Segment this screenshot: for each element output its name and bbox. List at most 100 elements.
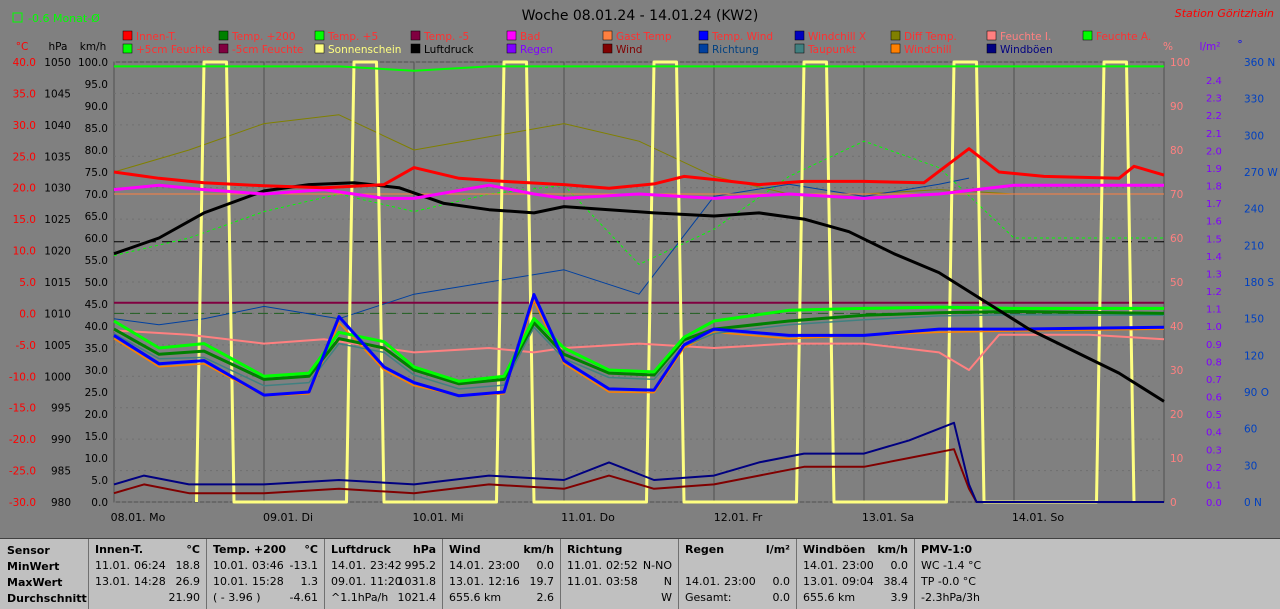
- stats-cell-value: W: [661, 591, 672, 604]
- direction-tick-label: 120: [1244, 350, 1264, 362]
- legend-swatch: [698, 30, 709, 41]
- day-labels: 08.01. Mo 09.01. Di 10.01. Mi 11.01. Do 12.0…: [111, 511, 1065, 524]
- stats-cell-date: 13.01.: [449, 575, 484, 588]
- temp-tick-label: -10.0: [9, 371, 36, 383]
- legend-label: Windböen: [1000, 44, 1053, 56]
- legend-label: Bad: [520, 31, 540, 43]
- wind-tick-label: 15.0: [85, 431, 108, 443]
- temp-tick-label: 5.0: [19, 277, 36, 289]
- series-taupunkt: [113, 313, 1165, 390]
- stats-cell-value: 1.3: [300, 575, 319, 588]
- wind-tick-label: 30.0: [85, 365, 108, 377]
- rain-tick-label: 2.1: [1206, 129, 1222, 140]
- stats-cell-time: 06:24: [134, 559, 166, 572]
- rain-tick-label: 0.9: [1206, 340, 1222, 351]
- rain-tick-label: 1.1: [1206, 305, 1222, 316]
- rain-tick-label: 1.6: [1206, 217, 1222, 228]
- stats-cell-time: 02:52: [606, 559, 638, 572]
- legend-label: Temp. +200: [231, 31, 296, 43]
- legend-label: Luftdruck: [424, 44, 474, 56]
- stats-cell-value: 38.4: [883, 575, 909, 588]
- stats-row-avg: Durchschnitt: [7, 592, 87, 605]
- temp-tick-label: -20.0: [9, 434, 36, 446]
- humidity-tick-label: 80: [1170, 145, 1183, 157]
- pressure-tick-label: 1045: [44, 88, 71, 100]
- temp-tick-label: 25.0: [13, 151, 36, 163]
- wind-tick-label: 95.0: [85, 79, 108, 91]
- stats-col-title: PMV-1:0: [921, 543, 972, 556]
- wind-tick-label: 20.0: [85, 409, 108, 421]
- day-label: 12.01. Fr: [714, 511, 763, 524]
- rain-tick-label: 1.3: [1206, 269, 1222, 280]
- series-sonnenschein: [195, 60, 1136, 504]
- stats-cell-value: 1021.4: [397, 591, 437, 604]
- stats-col-title: Regen: [685, 543, 725, 556]
- series-diff-temp: [113, 114, 1164, 195]
- series-temp-200: [113, 310, 1165, 386]
- stats-cell-time: 03:58: [606, 575, 638, 588]
- wind-tick-label: 25.0: [85, 387, 108, 399]
- humidity-tick-label: 60: [1170, 233, 1183, 245]
- humidity-tick-label: 50: [1170, 277, 1183, 289]
- legend-swatch: [122, 43, 133, 54]
- series-windb-en: [113, 421, 1164, 503]
- day-label: 14.01. So: [1012, 511, 1064, 524]
- wind-tick-label: 85.0: [85, 123, 108, 135]
- stats-col-unit: hPa: [412, 543, 436, 556]
- legend-swatch: [986, 43, 997, 54]
- legend-swatch: [794, 30, 805, 41]
- pressure-tick-label: 1005: [44, 340, 71, 352]
- wind-tick-label: 5.0: [91, 475, 108, 487]
- rain-tick-label: 0.2: [1206, 463, 1222, 474]
- rain-tick-label: 0.0: [1206, 498, 1222, 509]
- temp-tick-label: 15.0: [13, 214, 36, 226]
- day-label: 09.01. Di: [263, 511, 313, 524]
- wind-tick-label: 65.0: [85, 211, 108, 223]
- legend-swatch: [218, 30, 229, 41]
- stats-cell-time: 11:20: [370, 575, 402, 588]
- rain-tick-label: 1.2: [1206, 287, 1222, 298]
- stats-header: Sensor: [7, 544, 50, 557]
- stats-cell-date: 10.01.: [213, 575, 248, 588]
- legend-label: -5cm Feuchte: [232, 44, 303, 56]
- wind-tick-label: 45.0: [85, 299, 108, 311]
- stats-cell-value: 18.8: [175, 559, 201, 572]
- stats-col: Regen l/m² 14.01. 23:00 0.0 Gesamt: 0.0: [678, 539, 797, 609]
- legend-swatch: [218, 43, 229, 54]
- legend-label: Richtung: [712, 44, 759, 56]
- rain-tick-label: 1.4: [1206, 252, 1222, 263]
- stats-cell-value: 995.2: [404, 559, 437, 572]
- legend-label: Feuchte A.: [1096, 31, 1151, 43]
- wind-tick-label: 80.0: [85, 145, 108, 157]
- stats-cell-value: 19.7: [529, 575, 555, 588]
- temp-tick-label: -15.0: [9, 403, 36, 415]
- wind-tick-label: 70.0: [85, 189, 108, 201]
- stats-cell-date: 14.01.: [331, 559, 366, 572]
- humidity-tick-label: 10: [1170, 453, 1183, 465]
- legend-swatch: [890, 30, 901, 41]
- stats-cell-date: 14.01.: [449, 559, 484, 572]
- wind-tick-label: 90.0: [85, 101, 108, 113]
- stats-cell-value: -13.1: [289, 559, 318, 572]
- rain-tick-label: 0.4: [1206, 428, 1222, 439]
- stats-cell-time: 09:04: [842, 575, 874, 588]
- stats-cell-value: 26.9: [175, 575, 201, 588]
- legend-swatch: [794, 43, 805, 54]
- wind-tick-label: 50.0: [85, 277, 108, 289]
- wind-tick-label: 75.0: [85, 167, 108, 179]
- axis-labels: °C hPa km/h% l/m² ° 40.0 35.0 30.0 25.0 20.0 15.0 1…: [9, 39, 1279, 509]
- station-name: Station Göritzhain: [1175, 7, 1274, 20]
- pressure-tick-label: 1020: [44, 246, 71, 258]
- direction-tick-label: 30: [1244, 460, 1257, 472]
- stats-cell-date: WC -1.4 °C: [921, 559, 982, 572]
- temp-tick-label: 40.0: [13, 57, 36, 69]
- pressure-tick-label: 1025: [44, 214, 71, 226]
- rain-tick-label: 0.5: [1206, 410, 1222, 421]
- series-feuchte-i: [113, 329, 1165, 371]
- stats-cell-time: 23:00: [488, 559, 520, 572]
- pressure-axis-unit: hPa: [49, 41, 68, 53]
- stats-col: Luftdruck hPa 14.01. 23:42 995.2 09.01. 11:20 1…: [324, 539, 443, 609]
- rain-tick-label: 2.3: [1206, 94, 1222, 105]
- legend-swatch: [410, 30, 421, 41]
- legend-label: Temp. -5: [423, 31, 469, 43]
